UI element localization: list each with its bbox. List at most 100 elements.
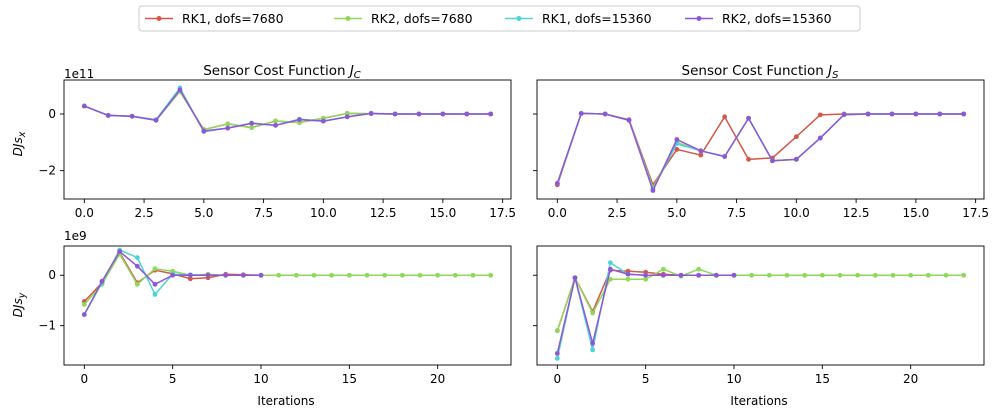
- data-point: [399, 272, 405, 278]
- y-tick-label: −1: [38, 319, 56, 333]
- data-point: [201, 128, 207, 134]
- series-line-3: [84, 87, 491, 133]
- offset-bottom-exp: 9: [79, 229, 87, 243]
- data-point: [746, 156, 751, 162]
- title-top-right-main: Sensor Cost Function: [682, 63, 829, 79]
- data-point: [650, 188, 656, 193]
- x-tick-label: 12.5: [370, 206, 397, 220]
- data-point: [470, 272, 476, 278]
- data-point: [134, 281, 140, 287]
- x-tick-label: 20: [903, 372, 918, 386]
- data-point: [177, 87, 183, 93]
- series-line-4: [556, 268, 734, 354]
- data-point: [488, 111, 494, 117]
- x-tick-label: 15: [815, 372, 830, 386]
- x-tick-label: 15: [342, 372, 357, 386]
- x-tick-label: 5: [642, 372, 650, 386]
- data-point: [678, 272, 684, 278]
- legend-frame: [138, 5, 861, 32]
- legend-label-1: RK1, dofs=7680: [182, 11, 284, 26]
- data-point: [793, 156, 799, 162]
- data-point: [464, 111, 470, 117]
- ylabel-bottom-sub: y: [17, 292, 28, 299]
- x-tick-label: 17.5: [489, 206, 516, 220]
- data-point: [698, 152, 704, 158]
- data-point: [435, 272, 441, 278]
- data-point: [943, 272, 949, 278]
- data-point: [134, 255, 140, 260]
- data-point: [117, 249, 123, 254]
- data-point: [249, 120, 255, 126]
- data-point: [674, 137, 680, 142]
- data-point: [105, 113, 111, 118]
- data-point: [273, 118, 278, 124]
- legend-entry-3: RK1, dofs=15360: [505, 11, 652, 26]
- data-point: [81, 103, 87, 109]
- x-tick-label: 5: [169, 372, 177, 386]
- data-point: [344, 111, 350, 116]
- data-point: [607, 266, 613, 272]
- x-tick-label: 10: [253, 372, 268, 386]
- y-tick-label: 0: [48, 107, 56, 121]
- data-point: [364, 272, 370, 278]
- data-point: [696, 272, 702, 278]
- data-point: [572, 275, 578, 281]
- x-tick-label: 12.5: [843, 206, 870, 220]
- data-point: [320, 118, 326, 124]
- legend-label-4: RK2, dofs=15360: [722, 11, 832, 26]
- data-point: [293, 272, 299, 278]
- data-point: [417, 272, 423, 278]
- data-point: [554, 356, 560, 361]
- data-point: [329, 272, 335, 278]
- data-point: [865, 111, 871, 117]
- series-line-4: [84, 89, 491, 132]
- data-point: [660, 266, 666, 272]
- data-point: [416, 111, 422, 117]
- x-tick-label: 0.0: [548, 206, 567, 220]
- data-point: [713, 272, 719, 278]
- data-point: [889, 111, 895, 117]
- axes-frame: [63, 245, 512, 366]
- data-point: [129, 113, 135, 119]
- xlabel-bottom-right: Iterations: [730, 394, 787, 408]
- data-point: [643, 276, 649, 282]
- data-point: [793, 134, 799, 140]
- data-point: [99, 278, 105, 284]
- title-top-left-main: Sensor Cost Function: [203, 63, 350, 79]
- data-point: [81, 312, 87, 317]
- data-point: [841, 112, 847, 117]
- series-line-2: [556, 268, 964, 331]
- data-point: [961, 272, 967, 278]
- series-line-1: [556, 112, 964, 186]
- data-point: [488, 272, 494, 278]
- data-point: [152, 281, 158, 287]
- data-point: [660, 272, 666, 278]
- subplot-bottom-right: 0 5 10 15 20: [533, 245, 985, 386]
- data-point: [452, 272, 458, 278]
- data-point: [913, 111, 919, 117]
- data-point: [249, 125, 255, 130]
- ylabel-top: DJsx: [11, 131, 28, 156]
- data-point: [722, 114, 728, 120]
- x-tick-label: 10.0: [310, 206, 337, 220]
- offset-bottom-base: 1e: [64, 229, 79, 243]
- data-point: [554, 328, 560, 334]
- title-top-right: Sensor Cost Function JS: [682, 63, 840, 81]
- data-point: [344, 114, 350, 120]
- data-point: [837, 272, 843, 278]
- data-point: [746, 115, 751, 121]
- series-line-2: [83, 253, 491, 305]
- axes-frame: [536, 245, 985, 366]
- data-point: [731, 272, 737, 278]
- data-point: [382, 272, 388, 278]
- data-point: [297, 117, 302, 123]
- data-point: [961, 111, 967, 117]
- data-point: [578, 111, 584, 116]
- subplot-top-left: 0.0 2.5 5.0 7.5 10.0 12.5 15.0 17.5 −2 0: [38, 79, 516, 220]
- subplot-top-right: 0.0 2.5 5.0 7.5 10.0 12.5 15.0 17.5: [533, 79, 989, 220]
- data-point: [722, 154, 728, 159]
- xlabel-bottom-left: Iterations: [257, 394, 314, 408]
- axes-frame: [63, 79, 512, 200]
- data-point: [153, 117, 159, 123]
- title-top-left: Sensor Cost Function JC: [203, 63, 361, 81]
